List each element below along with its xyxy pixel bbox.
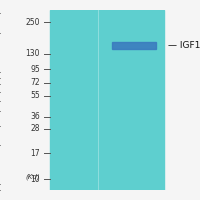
- Text: 130: 130: [26, 49, 40, 58]
- Text: 55: 55: [30, 91, 40, 100]
- Text: 72: 72: [30, 78, 40, 87]
- Text: 36: 36: [30, 112, 40, 121]
- Bar: [50, 10, 164, 190]
- Text: (Kd): (Kd): [25, 174, 40, 180]
- Text: 2: 2: [117, 0, 123, 2]
- Bar: [112, 42, 156, 49]
- Text: 95: 95: [30, 65, 40, 74]
- Text: 1: 1: [73, 0, 79, 2]
- Text: 28: 28: [30, 124, 40, 133]
- Text: 17: 17: [30, 149, 40, 158]
- Text: 10: 10: [30, 175, 40, 184]
- Text: 250: 250: [26, 18, 40, 27]
- Text: — IGF1R(Ab-1346): — IGF1R(Ab-1346): [168, 41, 200, 50]
